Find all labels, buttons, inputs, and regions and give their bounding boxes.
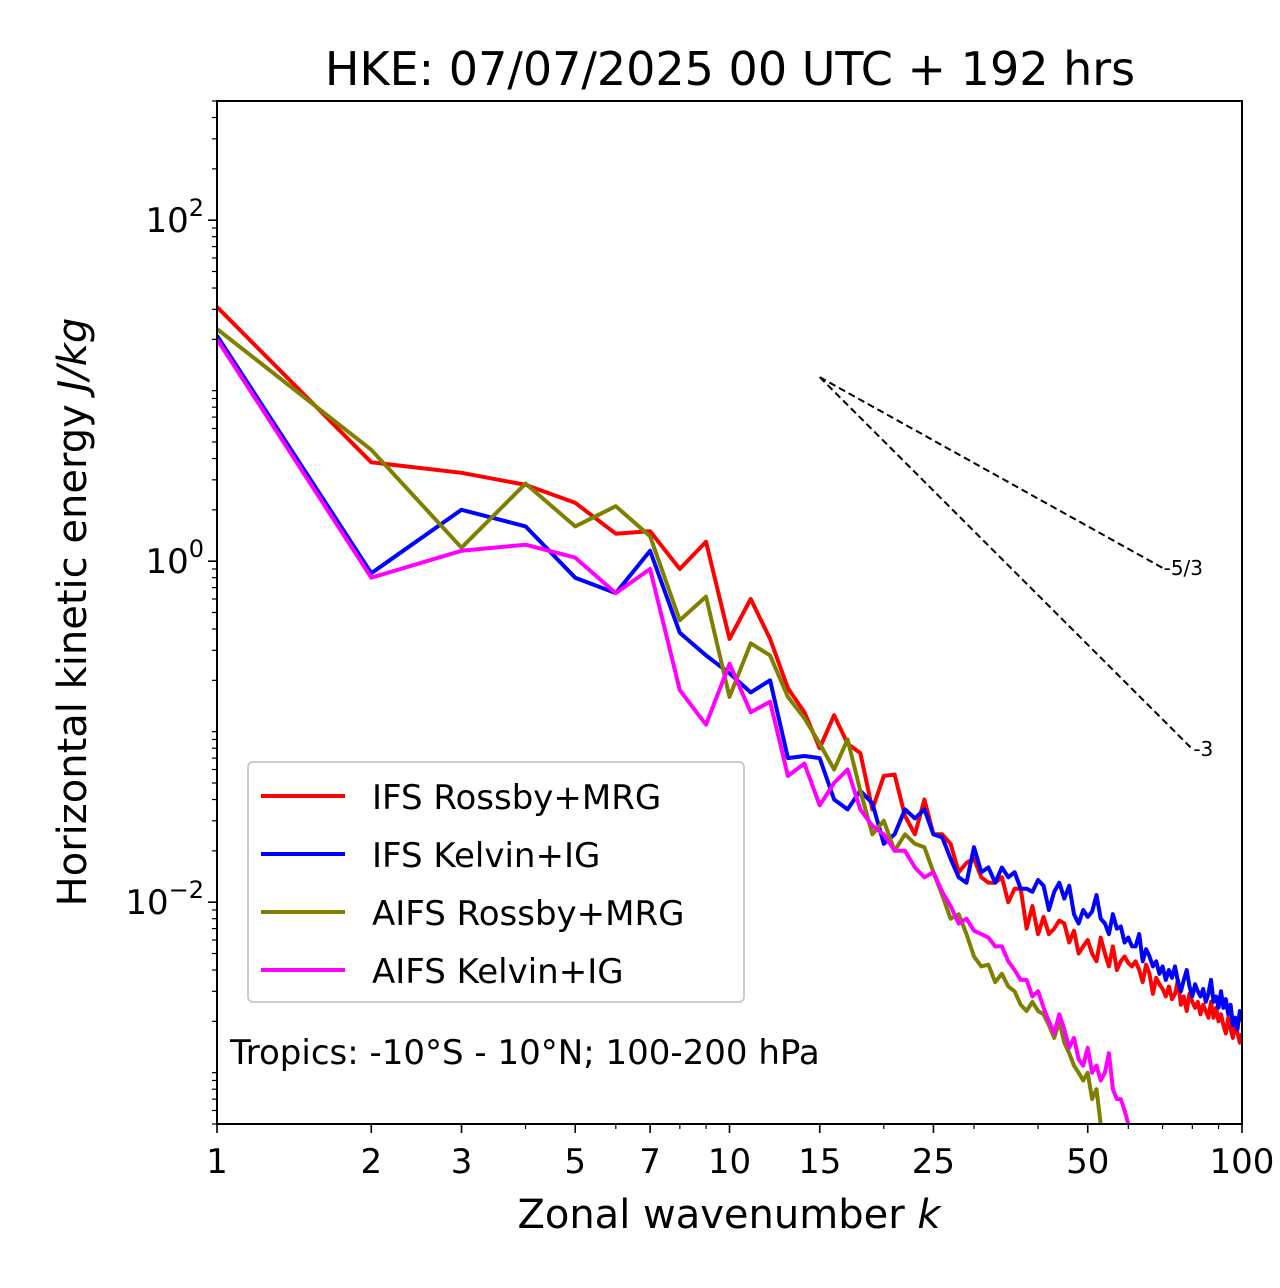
reference-lines [819,376,1194,750]
series-line [217,338,1131,1124]
x-tick-label: 100 [1210,1142,1275,1182]
x-tick-label: 3 [451,1142,473,1182]
y-tick-exponent: −2 [169,876,204,904]
reference-line-label: -5/3 [1164,556,1203,580]
reference-line [819,376,1194,750]
legend-label: IFS Kelvin+IG [372,836,600,876]
legend: IFS Rossby+MRG IFS Kelvin+IG AIFS Rossby+M… [247,761,745,1003]
x-tick-label: 1 [206,1142,228,1182]
legend-label: AIFS Rossby+MRG [372,894,684,934]
y-tick-base: 10 [125,883,168,923]
y-axis-label-main: Horizontal kinetic energy [50,392,96,907]
x-axis-label-main: Zonal wavenumber [517,1192,917,1238]
y-axis-label: Horizontal kinetic energy J/kg [50,318,96,907]
series-line [217,327,1103,1124]
y-tick-label: 10−2 [125,876,204,923]
x-tick-label: 2 [360,1142,382,1182]
y-tick-label: 102 [145,194,204,241]
series-line [217,305,1242,1045]
y-tick-base: 10 [145,542,188,582]
y-tick-label: 100 [145,535,204,582]
reference-line [819,376,1164,569]
x-tick-label: 25 [912,1142,955,1182]
x-tick-label: 5 [564,1142,586,1182]
y-axis-label-italic: J/kg [50,318,96,399]
x-tick-label: 50 [1066,1142,1109,1182]
series-line [217,334,1242,1032]
x-tick-label: 15 [798,1142,841,1182]
x-tick-label: 10 [708,1142,751,1182]
region-annotation: Tropics: -10°S - 10°N; 100-200 hPa [229,1033,820,1073]
legend-label: IFS Rossby+MRG [372,778,661,818]
x-axis-label: Zonal wavenumber k [517,1192,942,1238]
plot-frame [216,100,1243,1125]
y-tick-exponent: 0 [189,535,204,563]
series-lines [217,305,1242,1124]
x-axis-label-italic: k [917,1192,942,1238]
y-tick-base: 10 [145,201,188,241]
reference-line-label: -3 [1193,737,1213,761]
y-tick-exponent: 2 [189,194,204,222]
legend-frame [247,761,745,1003]
legend-label: AIFS Kelvin+IG [372,952,624,992]
x-tick-label: 7 [639,1142,661,1182]
chart-title: HKE: 07/07/2025 00 UTC + 192 hrs [325,42,1135,96]
